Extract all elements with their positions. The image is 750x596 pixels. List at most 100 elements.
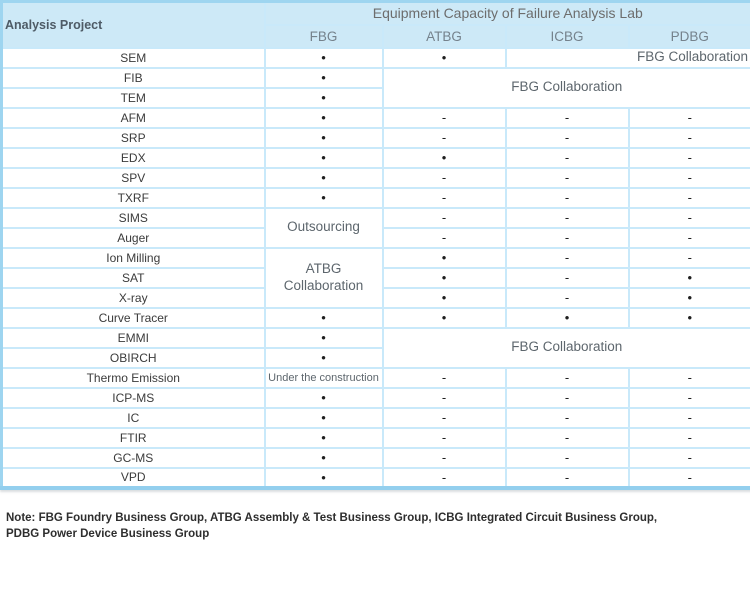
table-row: FTIR • - - -: [0, 426, 750, 449]
capability-cell: -: [627, 366, 750, 389]
table-row: ICP-MS • - - -: [0, 386, 750, 409]
table-row: X-ray • - •: [0, 286, 750, 309]
project-name-cell: Curve Tracer: [0, 306, 266, 329]
capability-cell: -: [627, 246, 750, 269]
project-name-cell: OBIRCH: [0, 346, 266, 369]
table-row: SEM • • FBG Collaboration: [0, 46, 750, 69]
header-row-columns: FBG ATBG ICBG PDBG: [2, 23, 750, 49]
footnote-line: Note: FBG Foundry Business Group, ATBG A…: [6, 511, 658, 524]
merged-note-cell: Outsourcing: [263, 206, 384, 249]
capability-cell: •: [627, 266, 750, 289]
merged-note-cell: FBG Collaboration: [381, 326, 750, 369]
project-name-cell: SEM: [0, 46, 266, 69]
capability-cell: -: [627, 206, 750, 229]
capability-cell: -: [381, 426, 507, 449]
capability-cell: -: [381, 386, 507, 409]
capability-cell: -: [381, 446, 507, 469]
capability-cell: -: [381, 106, 507, 129]
capability-cell: •: [381, 46, 507, 69]
capability-cell: •: [263, 66, 384, 89]
capability-cell: -: [504, 226, 630, 249]
table-title: Equipment Capacity of Failure Analysis L…: [263, 0, 750, 26]
column-header-atbg: ATBG: [381, 23, 507, 49]
column-header-pdbg: PDBG: [627, 23, 750, 49]
equipment-capacity-table: Analysis Project Equipment Capacity of F…: [0, 0, 750, 490]
capability-cell: •: [263, 346, 384, 369]
capability-cell: -: [504, 366, 630, 389]
capability-cell: •: [263, 406, 384, 429]
project-name-cell: FTIR: [0, 426, 266, 449]
project-name-cell: VPD: [0, 466, 266, 489]
capability-cell: -: [381, 466, 507, 489]
table-row: VPD • - - -: [0, 466, 750, 489]
table-row: GC-MS • - - -: [0, 446, 750, 469]
capability-cell: -: [627, 386, 750, 409]
project-name-cell: TXRF: [0, 186, 266, 209]
capability-cell: -: [504, 206, 630, 229]
capability-cell: -: [381, 406, 507, 429]
table-row: Ion Milling ATBG Collaboration • - -: [0, 246, 750, 309]
capability-cell: •: [263, 446, 384, 469]
capability-cell: -: [504, 286, 630, 309]
table-row: SPV • - - -: [0, 166, 750, 189]
capability-cell: •: [263, 466, 384, 489]
capability-cell: -: [504, 466, 630, 489]
capability-cell: -: [381, 166, 507, 189]
project-name-cell: FIB: [0, 66, 266, 89]
capability-cell: -: [504, 386, 630, 409]
capability-cell: -: [381, 366, 507, 389]
capability-cell: -: [504, 146, 630, 169]
capability-cell: -: [504, 266, 630, 289]
capability-cell: •: [381, 286, 507, 309]
capability-cell: -: [504, 186, 630, 209]
capability-cell: •: [504, 306, 630, 329]
capability-cell: -: [627, 406, 750, 429]
table-row: AFM • - - -: [0, 106, 750, 129]
capability-cell: -: [504, 106, 630, 129]
corner-header: Analysis Project: [0, 0, 266, 49]
capability-cell: -: [627, 226, 750, 249]
capability-cell: -: [627, 186, 750, 209]
project-name-cell: Thermo Emission: [0, 366, 266, 389]
capability-cell: -: [627, 466, 750, 489]
capability-cell: -: [627, 426, 750, 449]
table-row: Curve Tracer • • • •: [0, 306, 750, 329]
project-name-cell: EDX: [0, 146, 266, 169]
table-row: EDX • • - -: [0, 146, 750, 169]
table-row: Thermo Emission Under the construction -…: [0, 366, 750, 389]
capability-cell: -: [504, 446, 630, 469]
project-name-cell: SRP: [0, 126, 266, 149]
capability-cell: -: [381, 226, 507, 249]
project-name-cell: AFM: [0, 106, 266, 129]
capability-cell: •: [381, 246, 507, 269]
capability-cell: -: [381, 206, 507, 229]
column-header-fbg: FBG: [263, 23, 384, 49]
capability-cell: -: [504, 246, 630, 269]
merged-note-cell: FBG Collaboration: [504, 46, 750, 69]
project-name-cell: EMMI: [0, 326, 266, 349]
footnote: Note: FBG Foundry Business Group, ATBG A…: [6, 510, 726, 542]
footnote-line: PDBG Power Device Business Group: [6, 527, 210, 540]
capability-cell: •: [263, 426, 384, 449]
merged-note-cell: ATBG Collaboration: [263, 246, 384, 309]
table-row: SIMS Outsourcing - - -: [0, 206, 750, 249]
table-row: TEM •: [0, 86, 750, 109]
capability-cell: -: [504, 166, 630, 189]
capability-cell: •: [263, 106, 384, 129]
capability-cell: -: [381, 186, 507, 209]
capability-cell: -: [627, 166, 750, 189]
capability-cell: •: [381, 266, 507, 289]
table-row: FIB • FBG Collaboration: [0, 66, 750, 109]
project-name-cell: ICP-MS: [0, 386, 266, 409]
capability-cell: •: [381, 146, 507, 169]
merged-note-cell: FBG Collaboration: [381, 66, 750, 109]
table-row: SRP • - - -: [0, 126, 750, 149]
capability-cell: •: [263, 306, 384, 329]
table-row: TXRF • - - -: [0, 186, 750, 209]
project-name-cell: SIMS: [0, 206, 266, 229]
table-row: EMMI • FBG Collaboration: [0, 326, 750, 369]
table-row: OBIRCH •: [0, 346, 750, 369]
capability-cell: -: [627, 106, 750, 129]
capability-cell: -: [504, 126, 630, 149]
